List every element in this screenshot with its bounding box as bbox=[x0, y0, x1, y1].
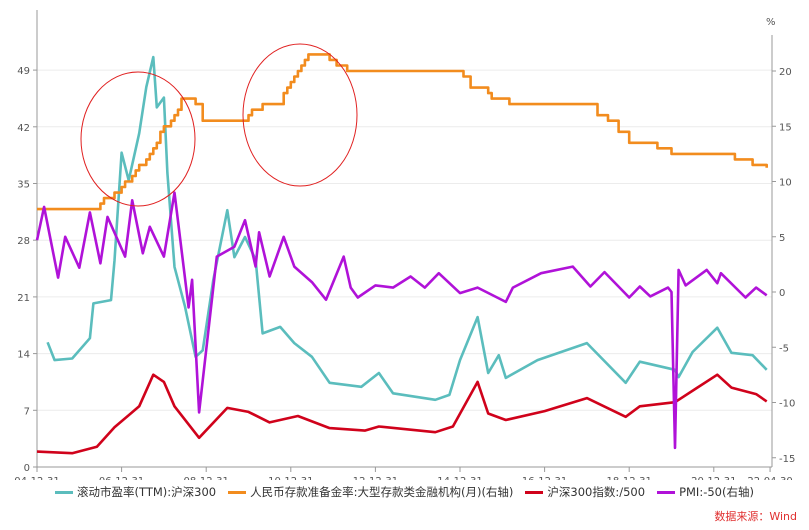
legend-label: 人民币存款准备金率:大型存款类金融机构(月)(右轴) bbox=[250, 485, 514, 499]
right-tick-label: 10 bbox=[779, 178, 792, 189]
legend-label: PMI:-50(右轴) bbox=[679, 485, 754, 499]
right-axis-unit: % bbox=[766, 17, 776, 28]
legend-swatch bbox=[228, 490, 247, 494]
right-tick-label: -5 bbox=[779, 343, 789, 354]
right-tick-label: 5 bbox=[779, 233, 785, 244]
x-tick-label: 20-12-31 bbox=[691, 476, 736, 480]
legend-item[interactable]: 沪深300指数:/500 bbox=[525, 484, 645, 500]
series-3 bbox=[36, 373, 768, 455]
right-tick-label: -15 bbox=[779, 454, 795, 465]
legend-label: 滚动市盈率(TTM):沪深300 bbox=[77, 485, 217, 499]
source-note: 数据来源：Wind bbox=[714, 510, 797, 523]
series-line bbox=[35, 191, 768, 450]
left-tick-label: 49 bbox=[17, 66, 30, 77]
right-tick-label: 0 bbox=[779, 288, 785, 299]
left-tick-label: 7 bbox=[24, 406, 30, 417]
series-line bbox=[37, 53, 769, 211]
legend-swatch bbox=[525, 490, 544, 494]
series-line bbox=[46, 55, 768, 402]
legend: 滚动市盈率(TTM):沪深300 人民币存款准备金率:大型存款类金融机构(月)(右… bbox=[0, 484, 809, 500]
legend-item[interactable]: PMI:-50(右轴) bbox=[657, 484, 754, 500]
right-tick-label: -10 bbox=[779, 399, 795, 410]
legend-swatch bbox=[657, 490, 676, 494]
left-tick-label: 28 bbox=[17, 236, 30, 247]
series-2 bbox=[36, 53, 769, 211]
series-4 bbox=[35, 191, 768, 450]
legend-item[interactable]: 人民币存款准备金率:大型存款类金融机构(月)(右轴) bbox=[228, 484, 513, 500]
left-tick-label: 14 bbox=[17, 350, 30, 361]
annotation-ellipse bbox=[242, 43, 358, 187]
x-tick-label: 14-12-31 bbox=[437, 476, 482, 480]
legend-swatch bbox=[55, 490, 74, 494]
series-line bbox=[36, 373, 768, 455]
legend-item[interactable]: 滚动市盈率(TTM):沪深300 bbox=[55, 484, 216, 500]
x-tick-label: 18-12-31 bbox=[607, 476, 652, 480]
left-tick-label: 0 bbox=[24, 463, 30, 474]
x-tick-label: 12-12-31 bbox=[353, 476, 398, 480]
right-tick-label: 20 bbox=[779, 67, 792, 78]
x-tick-label: 08-12-31 bbox=[184, 476, 229, 480]
left-tick-label: 21 bbox=[17, 293, 30, 304]
plot-area: 0 7 14 21 28 35 42 49 -15 -10 -5 0 5 10 15 20 04-12-31 06… bbox=[14, 10, 795, 480]
x-tick-label: 10-12-31 bbox=[268, 476, 313, 480]
legend-label: 沪深300指数:/500 bbox=[547, 485, 646, 499]
right-tick-label: 15 bbox=[779, 122, 792, 133]
annotation-ellipse bbox=[80, 71, 196, 207]
x-tick-label: 04-12-31 bbox=[14, 476, 59, 480]
left-tick-label: 42 bbox=[17, 123, 30, 134]
series-1 bbox=[46, 55, 768, 402]
x-tick-label: 22-04-30 bbox=[747, 476, 792, 480]
left-tick-label: 35 bbox=[17, 180, 30, 191]
x-tick-label: 06-12-31 bbox=[99, 476, 144, 480]
x-tick-label: 16-12-31 bbox=[522, 476, 567, 480]
